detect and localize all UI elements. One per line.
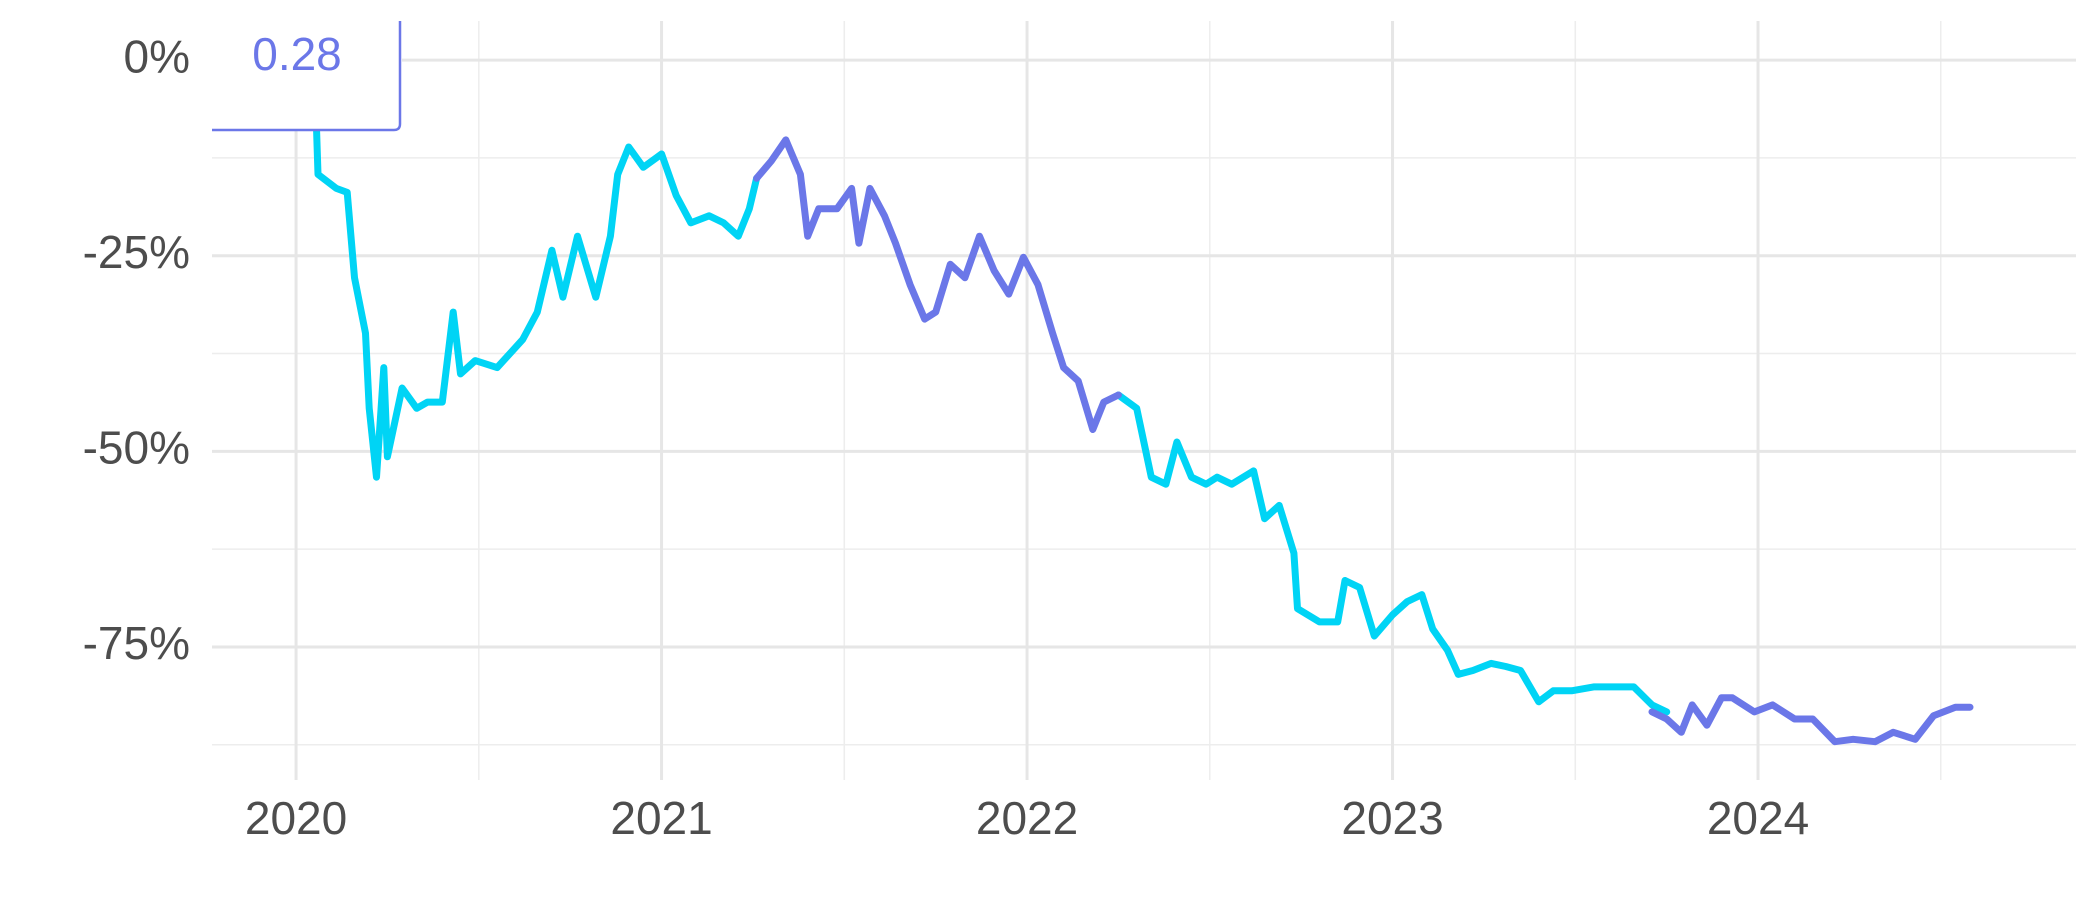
y-tick-label: -75% bbox=[83, 617, 190, 669]
lines bbox=[310, 56, 1974, 746]
x-tick-label: 2024 bbox=[1707, 792, 1809, 844]
series-line bbox=[753, 136, 1974, 746]
tooltip: 0.28 bbox=[212, 0, 402, 132]
x-tick-label: 2021 bbox=[610, 792, 712, 844]
tooltip-border bbox=[212, 21, 402, 132]
series-line bbox=[310, 56, 1671, 716]
tooltip-text: 0.28 bbox=[252, 28, 342, 80]
x-tick-label: 2023 bbox=[1341, 792, 1443, 844]
x-tick-label: 2022 bbox=[976, 792, 1078, 844]
y-tick-label: -50% bbox=[83, 422, 190, 474]
grid bbox=[212, 21, 2076, 780]
y-tick-label: 0% bbox=[124, 30, 190, 82]
x-tick-label: 2020 bbox=[245, 792, 347, 844]
tooltip-box bbox=[212, 0, 402, 130]
y-tick-label: -25% bbox=[83, 226, 190, 278]
